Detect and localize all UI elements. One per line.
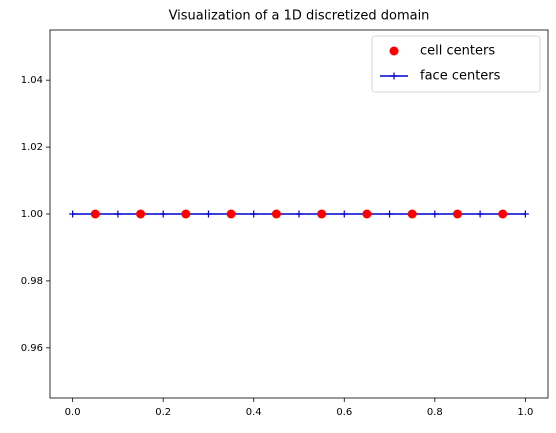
y-tick-label: 1.04 bbox=[21, 75, 43, 86]
marker bbox=[226, 209, 236, 219]
y-tick-label: 1.00 bbox=[21, 209, 43, 220]
marker bbox=[271, 209, 281, 219]
marker bbox=[498, 209, 508, 219]
marker bbox=[386, 210, 394, 218]
marker bbox=[407, 209, 417, 219]
marker bbox=[250, 210, 258, 218]
x-tick-label: 0.0 bbox=[65, 407, 81, 418]
x-tick-label: 0.6 bbox=[336, 407, 352, 418]
y-tick-label: 1.02 bbox=[21, 142, 43, 153]
x-tick-label: 1.0 bbox=[517, 407, 533, 418]
marker bbox=[476, 210, 484, 218]
marker bbox=[69, 210, 77, 218]
marker bbox=[317, 209, 327, 219]
legend-label: cell centers bbox=[420, 44, 495, 59]
marker bbox=[452, 209, 462, 219]
x-tick-label: 0.8 bbox=[427, 407, 443, 418]
marker bbox=[362, 209, 372, 219]
legend-marker bbox=[389, 46, 399, 56]
marker bbox=[431, 210, 439, 218]
marker bbox=[181, 209, 191, 219]
y-tick-label: 0.98 bbox=[21, 276, 43, 287]
x-tick-label: 0.2 bbox=[155, 407, 171, 418]
x-tick-label: 0.4 bbox=[246, 407, 262, 418]
marker bbox=[136, 209, 146, 219]
chart-title: Visualization of a 1D discretized domain bbox=[169, 9, 430, 24]
marker bbox=[340, 210, 348, 218]
marker bbox=[159, 210, 167, 218]
y-tick-label: 0.96 bbox=[21, 343, 43, 354]
legend-label: face centers bbox=[420, 69, 501, 84]
legend-marker bbox=[390, 72, 398, 80]
marker bbox=[521, 210, 529, 218]
legend-box bbox=[371, 35, 541, 93]
marker bbox=[90, 209, 100, 219]
marker bbox=[204, 210, 212, 218]
marker bbox=[295, 210, 303, 218]
marker bbox=[114, 210, 122, 218]
